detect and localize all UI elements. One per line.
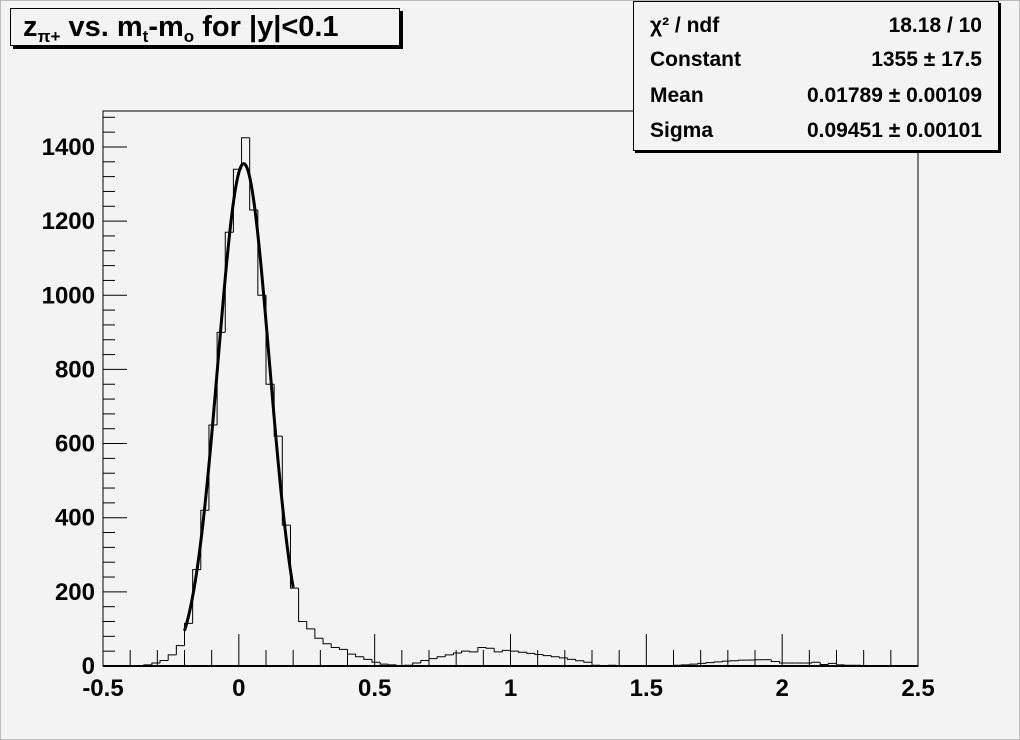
histogram-bin [314,628,324,639]
stat-row-mean: Mean 0.01789 ± 0.00109 [650,84,982,114]
x-tick-label: -0.5 [82,675,123,702]
title-part: vs. m [60,11,143,43]
histogram-bin [819,662,829,666]
histogram-bin [493,648,503,653]
histogram-bin [567,657,576,660]
y-tick-label: 800 [55,356,95,383]
histogram-bin [461,650,470,654]
title-part: for |y|<0.1 [194,11,339,43]
histogram-bin [412,662,421,666]
histogram-bin [298,588,307,623]
y-tick-label: 600 [55,431,95,458]
histogram-bin [208,424,218,511]
y-tick-label: 1000 [42,282,95,309]
title-part: -m [148,11,184,43]
stat-label: Mean [650,84,704,107]
histogram-bin [371,659,381,663]
histogram-bin [322,638,332,645]
histogram-bin [387,664,397,666]
axes: -0.5 0 0.5 1 1.5 2 2.5020040060080010001200140… [42,111,935,702]
histogram-bin [241,137,250,170]
histogram-bin [770,659,780,663]
histogram-bin [420,659,429,664]
histogram-bin [697,662,707,665]
x-tick-label: 0.5 [358,675,391,702]
histogram-bin [281,436,291,526]
stat-row-sigma: Sigma 0.09451 ± 0.00101 [650,119,982,149]
stat-label: Constant [650,48,741,71]
histogram-bin [738,659,747,661]
histogram-bin [477,646,487,652]
y-tick-label: 400 [55,505,95,532]
histogram-bin [167,654,177,661]
x-tick-label: 2.5 [901,675,934,702]
stat-value: 1355 ± 17.5 [871,48,982,71]
stat-value: 18.18 / 10 [888,14,982,37]
histogram-bin [175,645,185,655]
histogram-bin [159,659,169,664]
histogram-bin [778,661,788,664]
fit-curve-group [183,162,295,632]
histogram-bin [444,654,454,657]
x-tick-label: 1 [504,675,517,702]
histogram-bin [501,649,511,652]
stat-row-chi2: χ² / ndf 18.18 / 10 [650,14,982,44]
y-tick-label: 1400 [42,134,95,161]
histogram-bin [575,659,584,662]
histogram-bin [827,662,837,665]
stat-row-constant: Constant 1355 ± 17.5 [650,48,982,78]
histogram-bin [583,660,592,663]
histogram-bin [485,647,495,649]
stat-value: 0.09451 ± 0.00101 [806,119,982,142]
x-tick-label: 1.5 [630,675,663,702]
histogram-bin [306,621,315,630]
title-part: z [23,11,38,43]
plot-frame [102,110,919,667]
histogram-bin [216,331,226,426]
stat-value: 0.01789 ± 0.00109 [806,84,982,107]
histogram-bin [713,661,723,663]
histogram-bin [550,655,560,658]
histogram-bin [689,663,698,665]
histogram-bin [452,652,462,655]
histogram-bin [534,653,544,656]
histogram-bin [705,662,715,664]
histogram-bin [811,661,821,664]
title-subscript: o [183,27,195,46]
x-tick-label: 2 [775,675,788,702]
histogram-bin [518,651,527,653]
histogram-bin [184,622,193,646]
title-subscript: π+ [37,27,61,46]
histogram-bin [355,654,364,658]
y-tick-label: 0 [82,653,95,680]
histogram-bin [379,662,389,665]
histogram-bin [469,651,478,653]
histogram-bin [526,652,535,654]
histogram-bin [338,647,348,650]
chart-title: zπ+ vs. mt-mo for |y|<0.1 [10,8,400,46]
x-tick-label: 0 [232,675,245,702]
histogram-bin [436,656,446,659]
histogram-bin [542,654,552,657]
gaussian-fit-curve [183,162,295,632]
title-subscript: t [142,27,149,46]
fit-stats-box: χ² / ndf 18.18 / 10 Constant 1355 ± 17.5 M… [633,1,999,151]
stat-label: Sigma [650,119,714,142]
stat-label: χ² / ndf [650,14,720,37]
y-tick-label: 200 [55,579,95,606]
histogram-bin [289,525,299,589]
histogram-bin [330,643,340,648]
histogram-bin [363,656,372,660]
y-tick-label: 1200 [42,208,95,235]
